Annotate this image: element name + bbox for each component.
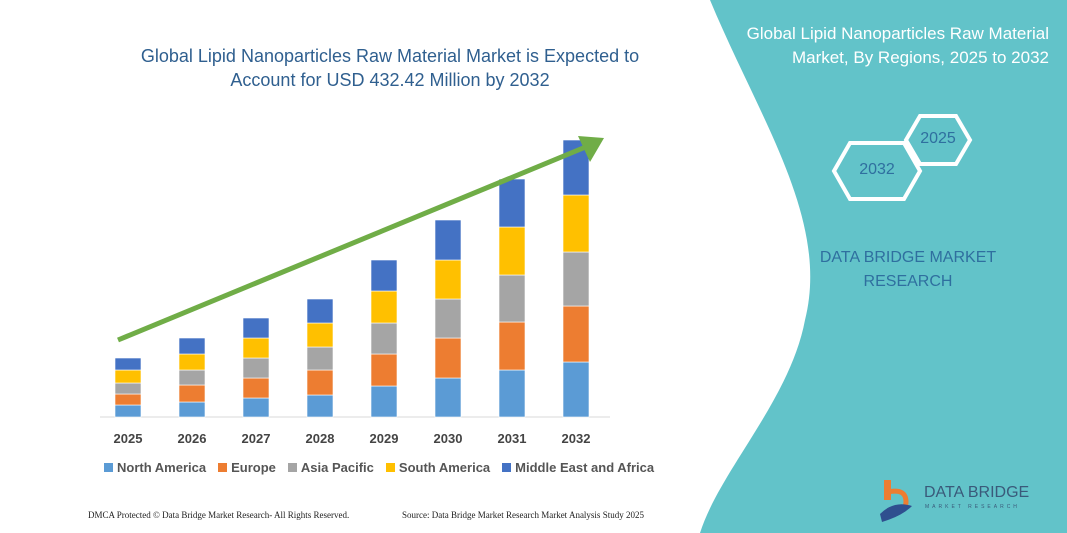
bar-segment-2026-2 — [178, 369, 206, 386]
bar-segment-2026-1 — [178, 384, 206, 403]
chart: 2025 2026 2027 2028 2029 2030 2031 2032 — [100, 136, 610, 446]
legend-swatch — [502, 463, 512, 472]
bar-segment-2028-2 — [306, 346, 334, 371]
bar-segment-2025-3 — [114, 369, 142, 384]
logo-text: DATA BRIDGE — [924, 484, 1030, 501]
bar-segment-2029-3 — [370, 290, 398, 324]
logo-subtext: MARKET RESEARCH — [925, 504, 1020, 510]
trend-arrow — [117, 143, 589, 343]
bar-segment-2025-1 — [114, 393, 142, 406]
hexagon-2025 — [903, 114, 973, 166]
x-tick-label: 2025 — [114, 431, 143, 446]
bar-segment-2027-0 — [242, 397, 270, 418]
legend-item: North America — [104, 460, 206, 475]
bar-segment-2027-1 — [242, 377, 270, 399]
bar-segment-2028-4 — [306, 298, 334, 324]
bar-segment-2025-2 — [114, 382, 142, 395]
bar-segment-2031-0 — [498, 369, 526, 418]
bar-segment-2029-4 — [370, 259, 398, 292]
footer-copyright: DMCA Protected © Data Bridge Market Rese… — [88, 510, 350, 520]
hex-label-2025: 2025 — [920, 130, 956, 147]
bar-segment-2032-2 — [562, 251, 590, 307]
trend-arrow-head — [578, 136, 604, 162]
x-tick-label: 2030 — [434, 431, 463, 446]
legend-item: Asia Pacific — [287, 460, 374, 475]
brand-text: DATA BRIDGE MARKET RESEARCH — [819, 249, 997, 290]
legend-label: South America — [398, 460, 491, 475]
bar-segment-2031-3 — [498, 226, 526, 276]
legend-swatch — [287, 463, 297, 472]
bar-segment-2030-0 — [434, 377, 462, 418]
bar-segment-2029-2 — [370, 322, 398, 355]
bar-segment-2032-0 — [562, 361, 590, 418]
bar-segment-2032-3 — [562, 194, 590, 253]
legend-label: Asia Pacific — [300, 460, 374, 475]
bar-segment-2030-1 — [434, 337, 462, 379]
bar-segment-2027-4 — [242, 317, 270, 339]
bar-segment-2025-4 — [114, 357, 142, 371]
x-tick-label: 2031 — [498, 431, 527, 446]
bar-segment-2027-2 — [242, 357, 270, 379]
bar-segment-2026-4 — [178, 337, 206, 355]
bar-segment-2030-2 — [434, 298, 462, 339]
legend-swatch — [385, 463, 395, 472]
x-tick-label: 2029 — [370, 431, 399, 446]
bar-segment-2031-2 — [498, 274, 526, 323]
legend-label: Middle East and Africa — [515, 460, 655, 475]
chart-title: Global Lipid Nanoparticles Raw Material … — [140, 46, 640, 90]
x-tick-label: 2027 — [242, 431, 271, 446]
legend-swatch — [218, 463, 228, 472]
legend-swatch — [104, 463, 113, 472]
x-tick-label: 2028 — [306, 431, 335, 446]
bar-segment-2030-4 — [434, 219, 462, 261]
bar-segment-2027-3 — [242, 337, 270, 359]
bar-segment-2026-0 — [178, 401, 206, 418]
logo-icon — [880, 480, 912, 522]
legend-label: North America — [117, 460, 207, 475]
hexagon-2032 — [831, 141, 923, 201]
bar-segment-2029-1 — [370, 353, 398, 387]
x-tick-label: 2026 — [178, 431, 207, 446]
bar-segment-2030-3 — [434, 259, 462, 300]
footer-source: Source: Data Bridge Market Research Mark… — [402, 510, 644, 520]
bar-segment-2029-0 — [370, 385, 398, 418]
bar-segment-2032-1 — [562, 305, 590, 363]
legend-label: Europe — [231, 460, 276, 475]
legend-item: Europe — [218, 460, 276, 475]
bar-segment-2031-1 — [498, 321, 526, 371]
legend: North America Europe Asia Pacific South Ame… — [104, 460, 654, 475]
bar-segment-2031-4 — [498, 178, 526, 228]
bar-segment-2028-0 — [306, 394, 334, 418]
x-tick-label: 2032 — [562, 431, 591, 446]
bar-segment-2028-3 — [306, 322, 334, 348]
bar-segment-2028-1 — [306, 369, 334, 396]
hex-label-2032: 2032 — [859, 161, 895, 178]
bar-segment-2026-3 — [178, 353, 206, 371]
legend-item: South America — [385, 460, 491, 475]
bar-segment-2025-0 — [114, 404, 142, 418]
panel-title: Global Lipid Nanoparticles Raw Material … — [746, 24, 1049, 67]
legend-item: Middle East and Africa — [502, 460, 654, 475]
